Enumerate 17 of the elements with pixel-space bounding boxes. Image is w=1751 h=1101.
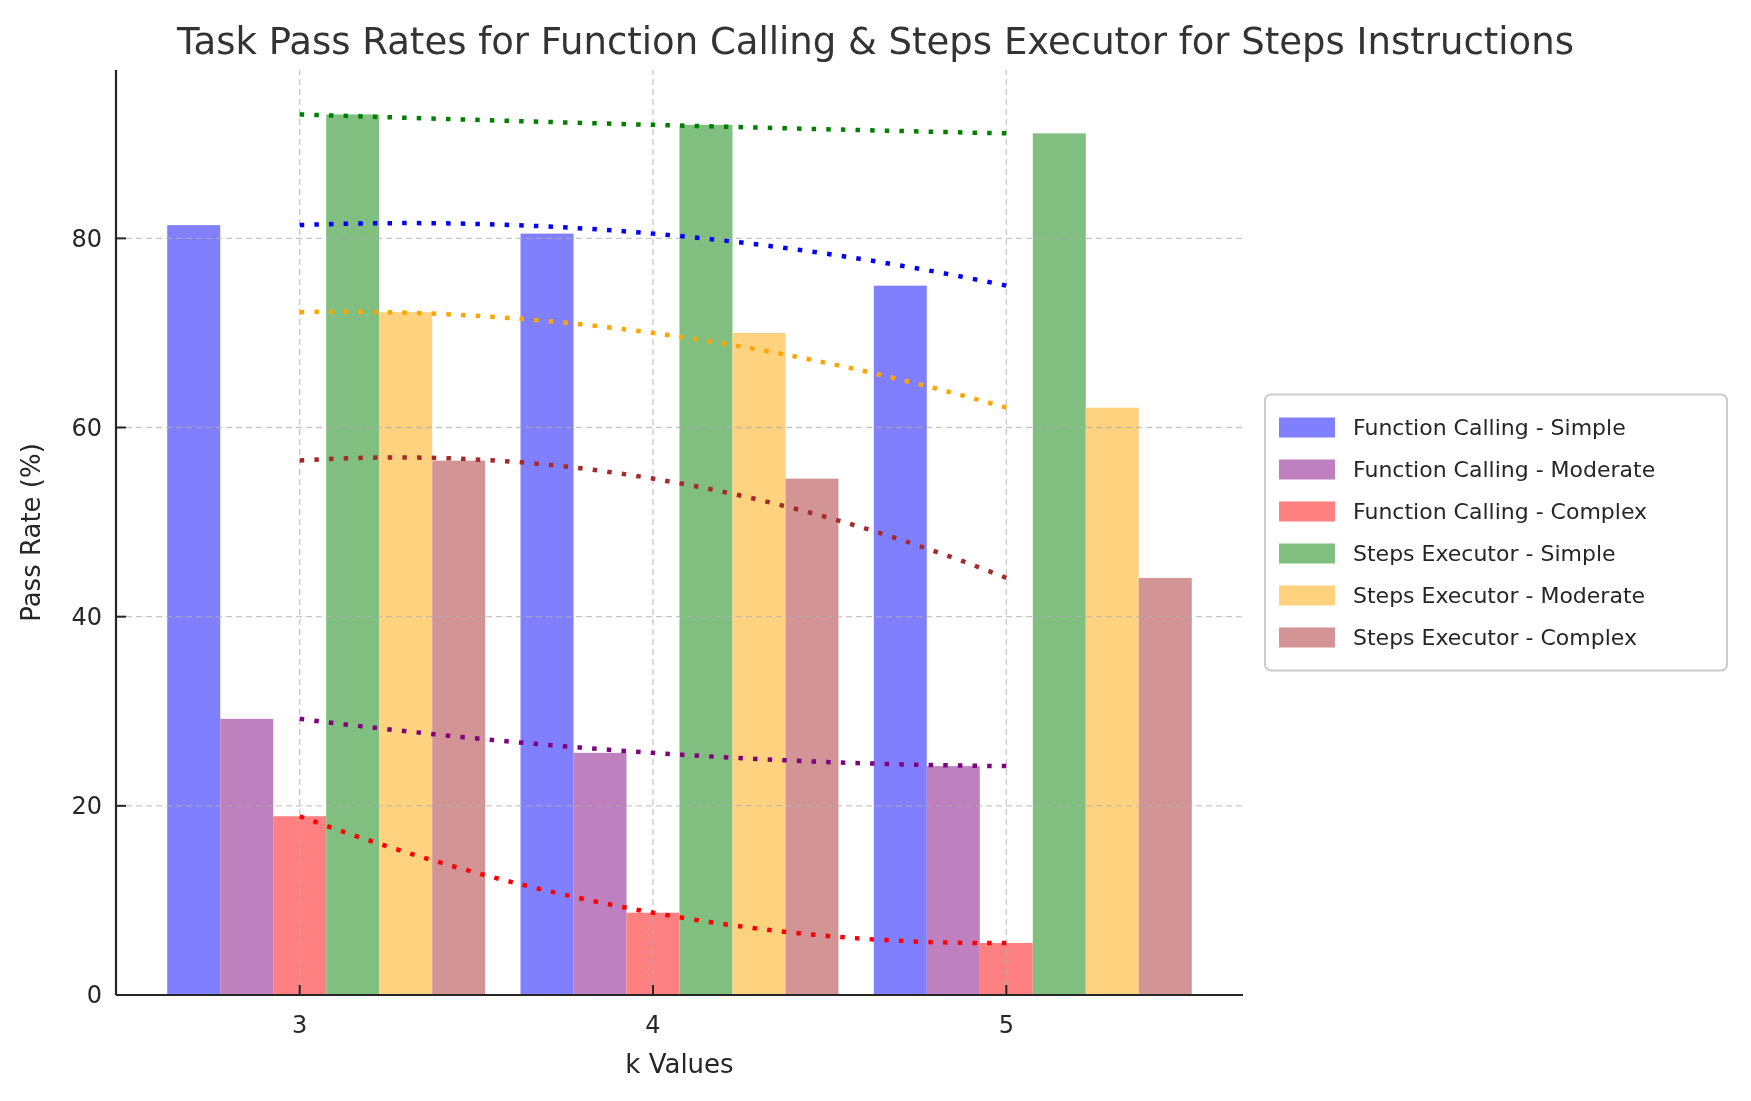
y-tick-label: 60 [71, 413, 102, 442]
y-tick-label: 0 [86, 981, 102, 1010]
legend-label: Function Calling - Complex [1353, 499, 1648, 525]
legend-label: Steps Executor - Moderate [1353, 583, 1646, 609]
y-tick-label: 40 [71, 603, 102, 632]
x-axis-title: k Values [625, 1049, 734, 1079]
y-axis-title: Pass Rate (%) [16, 443, 46, 622]
y-tick-label: 80 [71, 224, 102, 253]
x-tick-label: 5 [998, 1011, 1014, 1039]
x-tick-label: 4 [645, 1011, 661, 1039]
legend-label: Steps Executor - Complex [1353, 625, 1637, 651]
y-tick-label: 20 [71, 792, 102, 821]
x-tick-label: 3 [292, 1011, 308, 1039]
legend-label: Function Calling - Simple [1353, 415, 1626, 441]
chart-title: Task Pass Rates for Function Calling & Steps Executor for Steps Instructions [176, 20, 1574, 63]
legend-label: Steps Executor - Simple [1353, 541, 1616, 567]
legend-label: Function Calling - Moderate [1353, 457, 1656, 483]
